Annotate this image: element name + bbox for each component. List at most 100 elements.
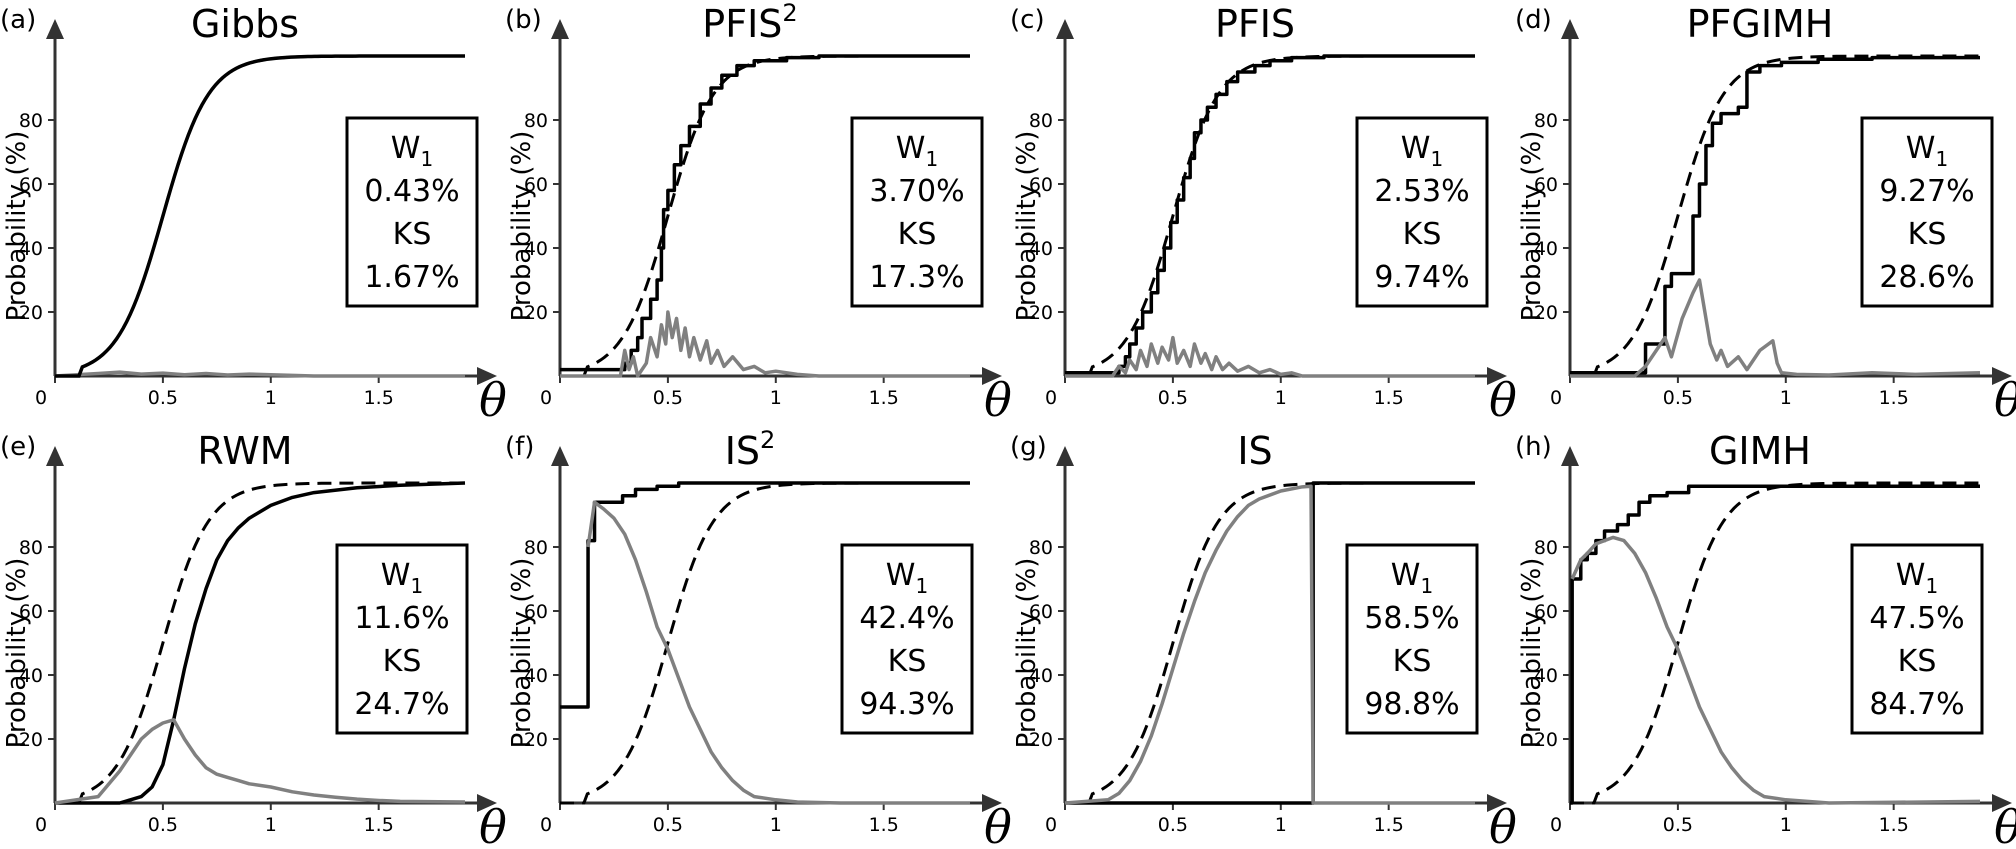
y-tick-label: 40 <box>524 238 548 260</box>
x-tick-label: 0 <box>540 814 552 836</box>
x-tick-label: 1.5 <box>1374 387 1404 409</box>
y-axis-arrowhead <box>551 446 569 466</box>
y-tick-label: 60 <box>19 174 43 196</box>
panel-a: (a) Gibbs Probability (%)20 40 60 80 0 0.5 1 1.5 θ… <box>0 2 507 427</box>
x-tick-label: 0 <box>35 814 47 836</box>
series-difference <box>1570 278 1981 378</box>
panel-letter: (d) <box>1515 5 1552 35</box>
metric-w1-value: 42.4% <box>859 601 954 636</box>
y-tick-label: 60 <box>524 174 548 196</box>
x-tick-label: 1 <box>770 814 782 836</box>
metric-w1-value: 9.27% <box>1879 174 1974 209</box>
y-tick-label: 20 <box>19 729 43 751</box>
metric-w1-subscript: 1 <box>915 574 928 598</box>
y-tick-label: 80 <box>1534 537 1558 559</box>
y-axis-arrowhead <box>551 19 569 39</box>
series-exact <box>55 481 466 805</box>
x-tick-label: 0 <box>35 387 47 409</box>
x-tick-label: 1.5 <box>869 814 899 836</box>
panel-b: (b) PFIS2 Probability (%)20 40 60 80 0 0.5 1 1.5 θ… <box>505 0 1012 427</box>
y-tick-label: 20 <box>1534 302 1558 324</box>
y-axis-label: Probability (%) <box>2 558 32 749</box>
y-tick-label: 20 <box>1029 302 1053 324</box>
y-tick-label: 20 <box>19 302 43 324</box>
y-tick-label: 80 <box>524 110 548 132</box>
y-tick-label: 60 <box>1029 174 1053 196</box>
x-axis-label: θ <box>479 373 507 427</box>
y-tick-label: 40 <box>524 665 548 687</box>
y-tick-label: 80 <box>19 110 43 132</box>
x-tick-label: 0 <box>1550 814 1562 836</box>
metric-w1-subscript: 1 <box>1925 574 1938 598</box>
y-tick-label: 60 <box>1029 601 1053 623</box>
metrics-box <box>840 543 974 735</box>
panel-title: PFGIMH <box>1687 2 1834 46</box>
x-tick-label: 1.5 <box>869 387 899 409</box>
x-tick-label: 0 <box>1550 387 1562 409</box>
metric-w1-value: 0.43% <box>364 174 459 209</box>
x-tick-label: 0.5 <box>1158 387 1188 409</box>
y-tick-label: 80 <box>1534 110 1558 132</box>
metric-w1-label: W1 <box>896 131 938 171</box>
x-tick-label: 1.5 <box>364 814 394 836</box>
x-tick-label: 0.5 <box>653 814 683 836</box>
title-superscript: 2 <box>760 426 775 454</box>
x-tick-label: 1.5 <box>364 387 394 409</box>
x-axis-label: θ <box>1489 800 1517 849</box>
metric-ks-label: KS <box>898 217 937 252</box>
panel-letter: (g) <box>1010 432 1047 462</box>
panel-letter: (c) <box>1010 5 1045 35</box>
y-axis-label: Probability (%) <box>1517 131 1547 322</box>
y-tick-label: 40 <box>1534 238 1558 260</box>
panel-title: IS <box>1237 429 1272 473</box>
x-tick-label: 1 <box>1780 387 1792 409</box>
panel-title: IS2 <box>725 426 776 473</box>
series-approx <box>1065 54 1475 375</box>
y-tick-label: 80 <box>524 537 548 559</box>
y-tick-label: 20 <box>1534 729 1558 751</box>
series-difference <box>54 718 466 805</box>
y-axis-arrowhead <box>1561 19 1579 39</box>
metric-w1-subscript: 1 <box>925 147 938 171</box>
metric-w1-subscript: 1 <box>1430 147 1443 171</box>
metrics-box <box>1860 116 1994 308</box>
series-approx <box>560 54 970 372</box>
x-tick-label: 1.5 <box>1879 814 1909 836</box>
y-tick-label: 80 <box>19 537 43 559</box>
x-tick-label: 0.5 <box>1158 814 1188 836</box>
metric-w1-value: 47.5% <box>1869 601 1964 636</box>
series-approx <box>55 54 466 378</box>
metric-w1-value: 11.6% <box>354 601 449 636</box>
metric-ks-label: KS <box>1403 217 1442 252</box>
panel-letter: (h) <box>1515 432 1552 462</box>
x-axis-label: θ <box>1489 373 1517 427</box>
metric-ks-label: KS <box>1898 644 1937 679</box>
x-tick-label: 0 <box>540 387 552 409</box>
metric-w1-subscript: 1 <box>420 147 433 171</box>
metric-ks-value: 24.7% <box>354 687 449 722</box>
metric-w1-value: 2.53% <box>1374 174 1469 209</box>
metric-w1-value: 58.5% <box>1364 601 1459 636</box>
y-axis-arrowhead <box>1561 446 1579 466</box>
x-tick-label: 1 <box>265 387 277 409</box>
x-axis-arrowhead <box>1487 794 1507 812</box>
y-tick-label: 40 <box>1029 665 1053 687</box>
panel-letter: (e) <box>0 432 36 462</box>
y-tick-label: 60 <box>19 601 43 623</box>
series-difference <box>586 500 970 805</box>
x-tick-label: 1 <box>1275 814 1287 836</box>
metric-ks-label: KS <box>383 644 422 679</box>
x-tick-label: 1.5 <box>1879 387 1909 409</box>
y-tick-label: 60 <box>1534 174 1558 196</box>
x-tick-label: 1 <box>770 387 782 409</box>
x-axis-label: θ <box>984 373 1012 427</box>
y-axis-arrowhead <box>1056 446 1074 466</box>
metric-ks-label: KS <box>1393 644 1432 679</box>
y-tick-label: 40 <box>1029 238 1053 260</box>
x-axis-arrowhead <box>1487 367 1507 385</box>
series-approx <box>1570 55 1980 375</box>
